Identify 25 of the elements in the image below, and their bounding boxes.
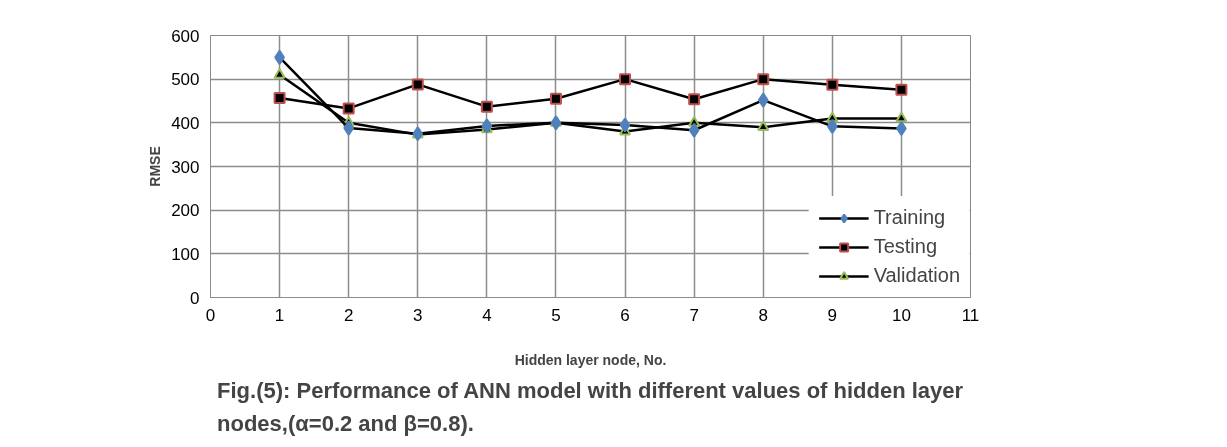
x-axis-title: Hidden layer node, No. (514, 351, 667, 368)
x-tick-label: 8 (758, 305, 768, 325)
y-axis-title: RMSE (147, 146, 164, 187)
x-tick-label: 6 (620, 305, 630, 325)
x-tick-label: 0 (205, 305, 216, 325)
y-tick-label: 400 (171, 113, 200, 133)
x-tick-label: 10 (891, 305, 911, 325)
x-tick-label: 11 (961, 305, 980, 325)
y-tick-label: 300 (171, 157, 200, 177)
x-tick-label: 4 (482, 305, 492, 325)
x-tick-label: 1 (274, 305, 285, 325)
x-tick-label: 3 (413, 305, 423, 325)
x-tick-label: 2 (343, 305, 354, 325)
y-tick-label: 600 (171, 26, 200, 46)
y-tick-label: 0 (190, 288, 200, 308)
y-tick-label: 200 (171, 201, 200, 221)
x-tick-label: 9 (827, 305, 838, 325)
legend-label: Testing (873, 235, 938, 258)
x-tick-label: 7 (689, 305, 699, 325)
y-tick-label: 500 (171, 70, 200, 90)
text: Fig.(5): Performance of ANN model with different values of hidden layer nodes,(α=0.2 and β=0.8). (217, 378, 964, 436)
legend-label: Validation (873, 264, 960, 287)
legend-label: Training (873, 206, 946, 229)
y-tick-label: 100 (171, 244, 200, 264)
x-tick-label: 5 (551, 305, 561, 325)
